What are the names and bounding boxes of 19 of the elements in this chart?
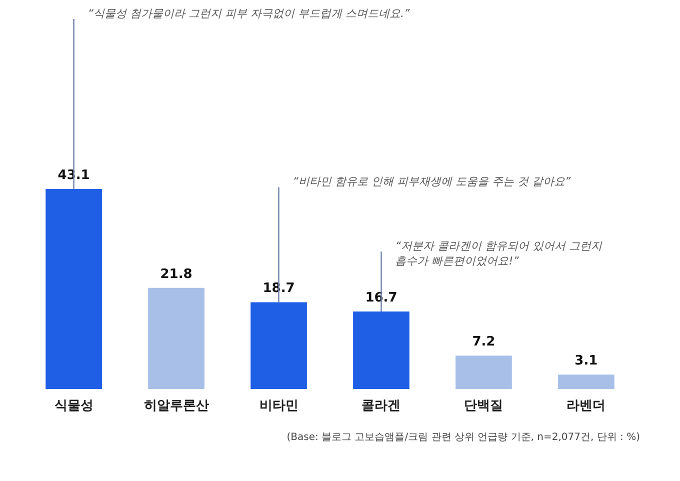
- x-tick-label: 라벤더: [566, 398, 606, 414]
- annotation: “비타민 함유로 인해 피부재생에 도움을 주는 것 같아요”: [292, 175, 571, 188]
- bar: [46, 189, 102, 389]
- data-label: 21.8: [160, 266, 192, 282]
- x-tick-label: 히알루론산: [144, 398, 209, 414]
- x-tick-label: 식물성: [54, 398, 94, 414]
- x-tick-label: 단백질: [464, 398, 504, 414]
- annotation: “저분자 콜라겐이 함유되어 있어서 그런지 흡수가 빠른편이었어요!”: [395, 240, 603, 268]
- annotation: “식물성 첨가물이라 그런지 피부 자극없이 부드럽게 스며드네요.”: [88, 7, 410, 20]
- bar: [353, 312, 410, 389]
- x-tick-label: 비타민: [259, 398, 298, 414]
- bar: [456, 356, 512, 389]
- data-label: 7.2: [472, 334, 496, 350]
- x-tick-label: 콜라겐: [362, 398, 401, 414]
- bar: [250, 302, 307, 389]
- data-label: 3.1: [574, 354, 598, 369]
- text: (Base: 블로그 고보습앰플/크림 관련 상위 언급량 기준, n=2,077건, 단위 : %): [286, 432, 640, 443]
- bar: [558, 374, 614, 389]
- bar: [148, 288, 204, 389]
